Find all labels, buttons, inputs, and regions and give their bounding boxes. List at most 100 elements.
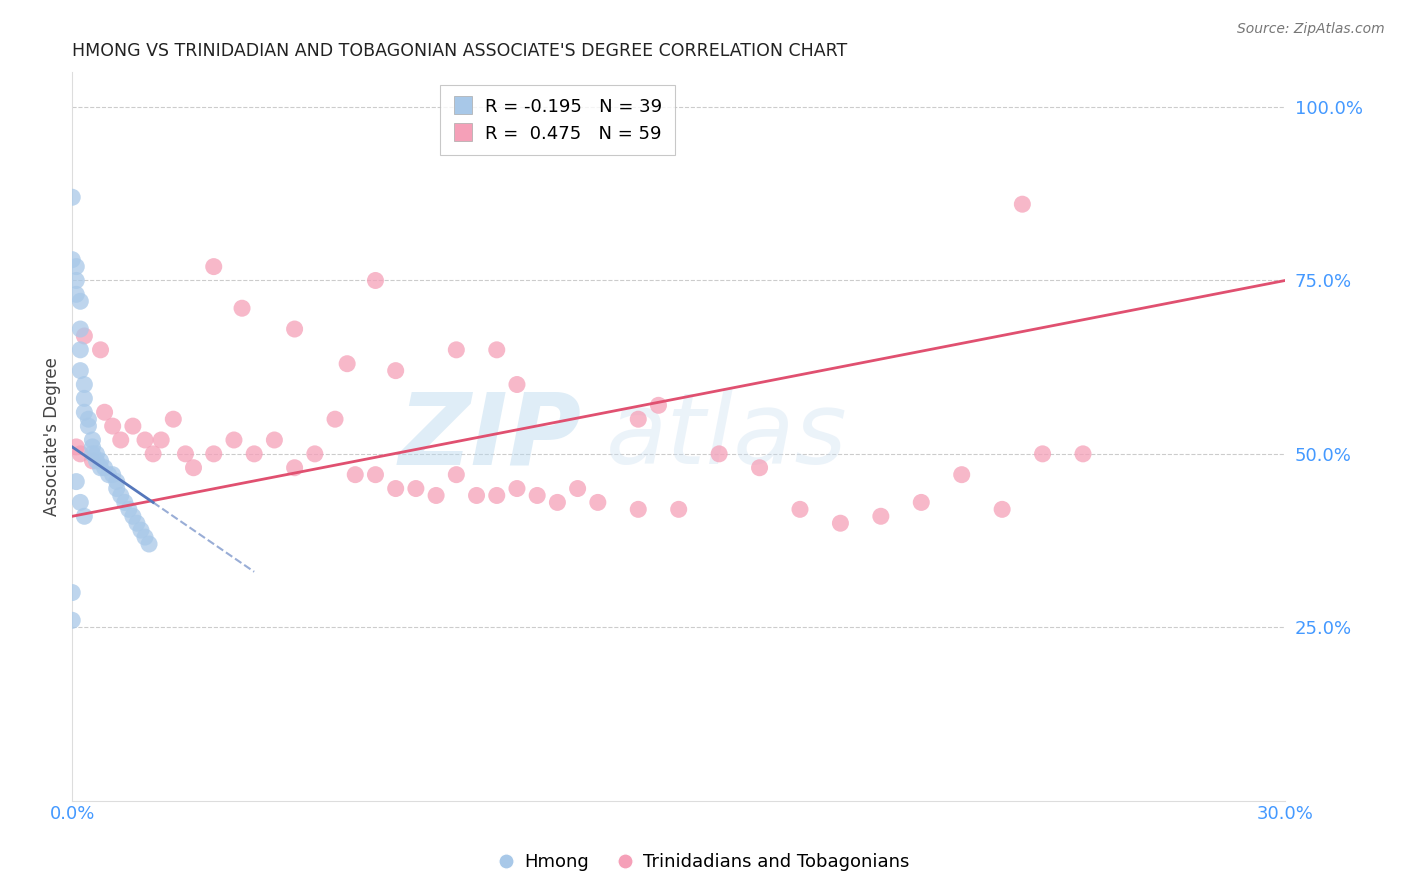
Point — [506, 482, 529, 496]
Point — [77, 412, 100, 426]
Point — [284, 322, 307, 336]
Point — [134, 530, 156, 544]
Point — [869, 509, 891, 524]
Point — [425, 488, 447, 502]
Point — [344, 467, 367, 482]
Point — [567, 482, 589, 496]
Point — [73, 509, 96, 524]
Point — [82, 433, 104, 447]
Point — [65, 475, 87, 489]
Point — [364, 273, 387, 287]
Point — [1011, 197, 1033, 211]
Point — [65, 287, 87, 301]
Point — [830, 516, 852, 531]
Point — [384, 364, 406, 378]
Point — [336, 357, 359, 371]
Point — [129, 523, 152, 537]
Point — [134, 433, 156, 447]
Text: HMONG VS TRINIDADIAN AND TOBAGONIAN ASSOCIATE'S DEGREE CORRELATION CHART: HMONG VS TRINIDADIAN AND TOBAGONIAN ASSO… — [72, 42, 848, 60]
Point — [60, 585, 83, 599]
Point — [950, 467, 973, 482]
Point — [1071, 447, 1094, 461]
Point — [93, 460, 115, 475]
Point — [183, 460, 205, 475]
Y-axis label: Associate's Degree: Associate's Degree — [44, 357, 60, 516]
Point — [707, 447, 730, 461]
Point — [73, 392, 96, 406]
Point — [69, 322, 91, 336]
Point — [73, 329, 96, 343]
Point — [82, 447, 104, 461]
Point — [101, 419, 124, 434]
Point — [86, 454, 108, 468]
Point — [90, 343, 112, 357]
Point — [105, 482, 128, 496]
Point — [202, 447, 225, 461]
Legend: R = -0.195   N = 39, R =  0.475   N = 59: R = -0.195 N = 39, R = 0.475 N = 59 — [440, 85, 675, 155]
Point — [174, 447, 197, 461]
Point — [586, 495, 609, 509]
Point — [506, 377, 529, 392]
Point — [114, 495, 136, 509]
Point — [118, 502, 141, 516]
Point — [1032, 447, 1054, 461]
Point — [446, 343, 468, 357]
Point — [546, 495, 568, 509]
Point — [60, 613, 83, 627]
Point — [97, 467, 120, 482]
Point — [364, 467, 387, 482]
Point — [263, 433, 285, 447]
Point — [105, 475, 128, 489]
Point — [627, 412, 650, 426]
Point — [65, 273, 87, 287]
Point — [90, 460, 112, 475]
Point — [86, 447, 108, 461]
Point — [122, 419, 145, 434]
Point — [202, 260, 225, 274]
Point — [284, 460, 307, 475]
Point — [90, 454, 112, 468]
Point — [110, 433, 132, 447]
Point — [69, 343, 91, 357]
Point — [748, 460, 770, 475]
Point — [122, 509, 145, 524]
Point — [465, 488, 488, 502]
Point — [93, 405, 115, 419]
Point — [231, 301, 253, 316]
Point — [125, 516, 148, 531]
Point — [138, 537, 160, 551]
Point — [65, 260, 87, 274]
Point — [162, 412, 184, 426]
Point — [789, 502, 811, 516]
Point — [73, 377, 96, 392]
Point — [304, 447, 326, 461]
Point — [60, 252, 83, 267]
Point — [668, 502, 690, 516]
Point — [60, 190, 83, 204]
Point — [69, 447, 91, 461]
Point — [77, 419, 100, 434]
Point — [150, 433, 173, 447]
Point — [991, 502, 1014, 516]
Point — [142, 447, 165, 461]
Text: Source: ZipAtlas.com: Source: ZipAtlas.com — [1237, 22, 1385, 37]
Point — [69, 294, 91, 309]
Point — [73, 405, 96, 419]
Point — [222, 433, 245, 447]
Point — [485, 488, 508, 502]
Point — [647, 398, 669, 412]
Legend: Hmong, Trinidadians and Tobagonians: Hmong, Trinidadians and Tobagonians — [489, 847, 917, 879]
Point — [82, 440, 104, 454]
Point — [69, 495, 91, 509]
Point — [384, 482, 406, 496]
Point — [82, 454, 104, 468]
Point — [101, 467, 124, 482]
Point — [910, 495, 932, 509]
Point — [446, 467, 468, 482]
Point — [69, 364, 91, 378]
Point — [405, 482, 427, 496]
Point — [65, 440, 87, 454]
Text: atlas: atlas — [606, 388, 848, 485]
Point — [485, 343, 508, 357]
Point — [243, 447, 266, 461]
